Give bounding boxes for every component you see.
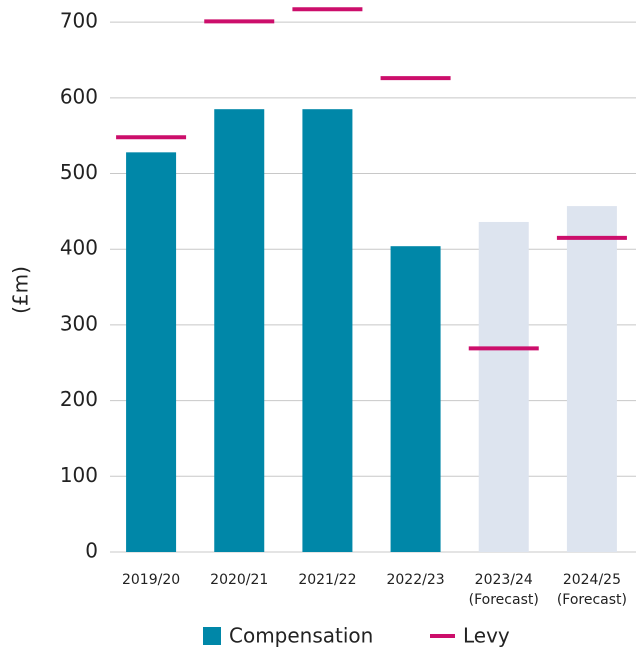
legend-swatch bbox=[203, 627, 221, 645]
x-tick-label: 2023/24 (Forecast) bbox=[469, 572, 539, 608]
bar bbox=[566, 206, 617, 552]
y-tick-label: 500 bbox=[60, 160, 98, 184]
bar bbox=[478, 221, 529, 552]
y-tick-label: 200 bbox=[60, 387, 98, 411]
x-tick-label: 2024/25 (Forecast) bbox=[557, 572, 627, 608]
y-tick-label: 0 bbox=[85, 539, 98, 563]
legend-label: Levy bbox=[463, 624, 510, 648]
bar bbox=[214, 109, 265, 552]
y-tick-label: 600 bbox=[60, 84, 98, 108]
legend-label: Compensation bbox=[229, 624, 373, 648]
bar bbox=[302, 109, 353, 552]
x-tick-label: 2022/23 bbox=[386, 572, 444, 588]
y-tick-label: 400 bbox=[60, 236, 98, 260]
x-tick-label: 2021/22 bbox=[298, 572, 356, 588]
bar bbox=[126, 152, 177, 553]
x-tick-label: 2019/20 bbox=[122, 572, 180, 588]
x-tick-label: 2020/21 bbox=[210, 572, 268, 588]
y-tick-label: 700 bbox=[60, 9, 98, 33]
y-tick-label: 100 bbox=[60, 463, 98, 487]
bar bbox=[390, 246, 441, 552]
y-tick-label: 300 bbox=[60, 311, 98, 335]
y-axis-label: (£m) bbox=[9, 266, 33, 314]
